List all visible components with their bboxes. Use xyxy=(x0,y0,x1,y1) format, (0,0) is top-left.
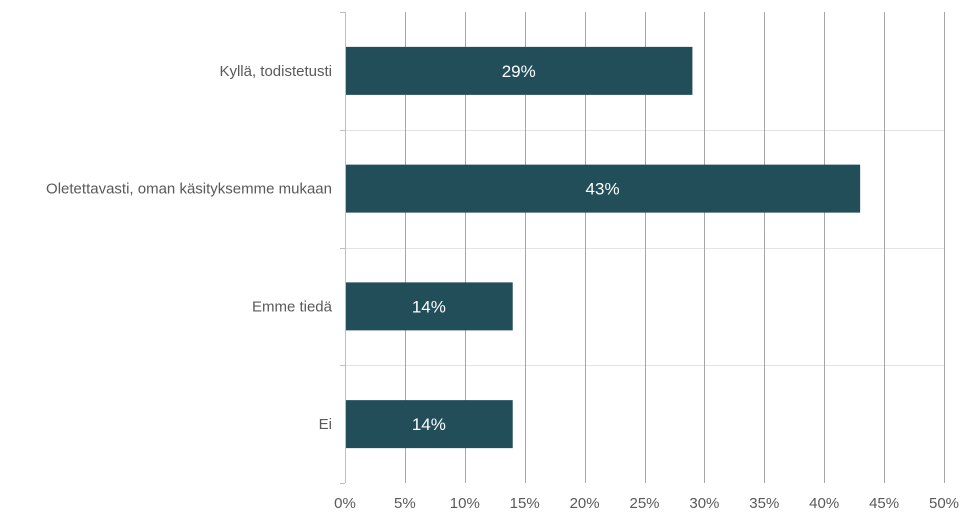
axis-layer xyxy=(340,12,346,484)
category-label: Emme tiedä xyxy=(252,298,333,315)
x-tick-label: 45% xyxy=(869,495,899,512)
x-tick-label: 10% xyxy=(450,495,480,512)
x-tick-label: 35% xyxy=(749,495,779,512)
x-tick-label: 20% xyxy=(570,495,600,512)
bar xyxy=(345,282,513,331)
x-tick-label: 15% xyxy=(510,495,540,512)
x-tick-label: 30% xyxy=(689,495,719,512)
x-tick-label: 40% xyxy=(809,495,839,512)
bar-value-label: 14% xyxy=(412,415,446,434)
x-tick-label: 5% xyxy=(394,495,416,512)
bar xyxy=(345,164,861,213)
x-tick-label: 25% xyxy=(629,495,659,512)
bar xyxy=(345,46,693,95)
bars-layer xyxy=(345,46,861,449)
category-label: Ei xyxy=(319,416,332,433)
labels-layer: 0% 5% 10% 15% 20% 25% 30% 35% 40% 45% 50% 29% Kyllä,… xyxy=(46,62,959,512)
bar-value-label: 14% xyxy=(412,297,446,316)
bar-value-label: 29% xyxy=(502,62,536,81)
category-label: Oletettavasti, oman käsityksemme mukaan xyxy=(46,181,332,198)
x-tick-label: 0% xyxy=(334,495,356,512)
category-label: Kyllä, todistetusti xyxy=(219,63,332,80)
bar xyxy=(345,400,513,449)
bar-value-label: 43% xyxy=(586,180,620,199)
x-tick-label: 50% xyxy=(929,495,959,512)
